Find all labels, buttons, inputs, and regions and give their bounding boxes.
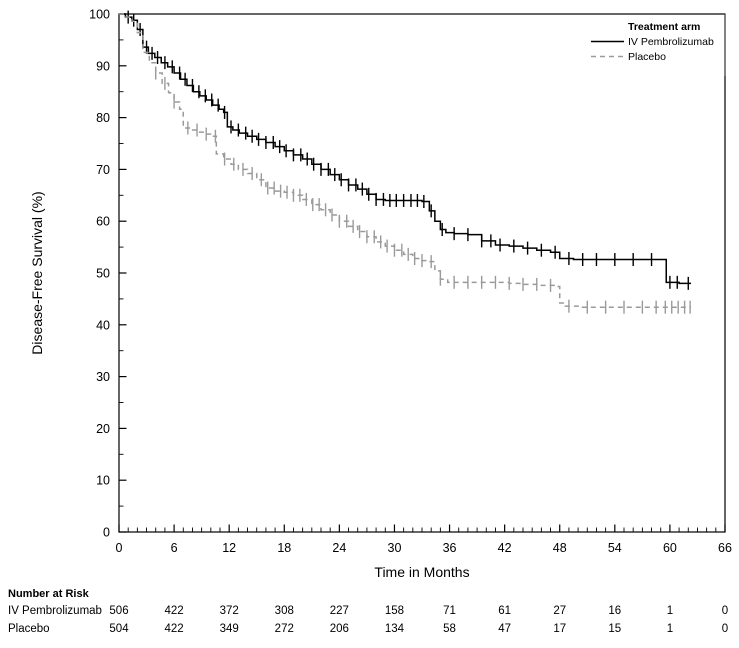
y-tick-label: 0 [103, 526, 110, 540]
risk-value: 17 [553, 623, 566, 635]
x-tick-label: 48 [553, 541, 567, 555]
risk-value: 349 [220, 623, 239, 635]
risk-value: 134 [385, 623, 405, 635]
censor-marks-placebo [155, 66, 691, 314]
y-tick-label: 50 [96, 267, 110, 281]
legend-label-placebo: Placebo [628, 51, 666, 63]
y-tick-label: 60 [96, 215, 110, 229]
risk-row-label-placebo: Placebo [8, 623, 50, 635]
risk-value: 206 [330, 623, 349, 635]
y-tick-label: 100 [89, 8, 110, 22]
y-tick-label: 70 [96, 163, 110, 177]
x-tick-label: 36 [443, 541, 457, 555]
series-line-placebo [119, 13, 692, 308]
legend-label-treatment: IV Pembrolizumab [628, 36, 714, 48]
risk-table-title: Number at Risk [8, 588, 90, 600]
x-tick-label: 66 [718, 541, 732, 555]
series-line-treatment [119, 13, 692, 285]
y-axis-title: Disease-Free Survival (%) [29, 191, 45, 354]
x-tick-label: 24 [332, 541, 346, 555]
risk-value: 422 [164, 623, 183, 635]
risk-value: 422 [164, 605, 183, 617]
x-tick-label: 30 [388, 541, 402, 555]
risk-value: 15 [608, 623, 621, 635]
plot-area-border [118, 13, 726, 533]
risk-value: 0 [722, 605, 728, 617]
risk-value: 504 [109, 623, 129, 635]
x-tick-label: 6 [171, 541, 178, 555]
risk-value: 158 [385, 605, 404, 617]
risk-row-label-treatment: IV Pembrolizumab [8, 605, 102, 617]
risk-value: 47 [498, 623, 511, 635]
x-tick-label: 12 [222, 541, 236, 555]
y-tick-label: 20 [96, 422, 110, 436]
risk-value: 0 [722, 623, 728, 635]
x-tick-label: 0 [116, 541, 123, 555]
risk-value: 227 [330, 605, 349, 617]
x-tick-label: 42 [498, 541, 512, 555]
risk-value: 1 [667, 605, 673, 617]
risk-value: 27 [553, 605, 566, 617]
y-tick-label: 80 [96, 111, 110, 125]
risk-value: 308 [275, 605, 294, 617]
risk-value: 71 [443, 605, 456, 617]
x-tick-label: 18 [277, 541, 291, 555]
x-axis-title: Time in Months [374, 564, 469, 580]
y-tick-label: 30 [96, 370, 110, 384]
y-tick-label: 90 [96, 59, 110, 73]
y-tick-label: 40 [96, 318, 110, 332]
censor-marks-treatment [127, 10, 689, 290]
risk-value: 16 [608, 605, 621, 617]
risk-value: 1 [667, 623, 673, 635]
x-tick-label: 54 [608, 541, 622, 555]
risk-value: 61 [498, 605, 511, 617]
x-tick-label: 60 [663, 541, 677, 555]
legend-title: Treatment arm [628, 21, 700, 33]
y-tick-label: 10 [96, 474, 110, 488]
risk-value: 506 [109, 605, 128, 617]
risk-value: 372 [220, 605, 239, 617]
risk-value: 272 [275, 623, 294, 635]
risk-value: 58 [443, 623, 456, 635]
